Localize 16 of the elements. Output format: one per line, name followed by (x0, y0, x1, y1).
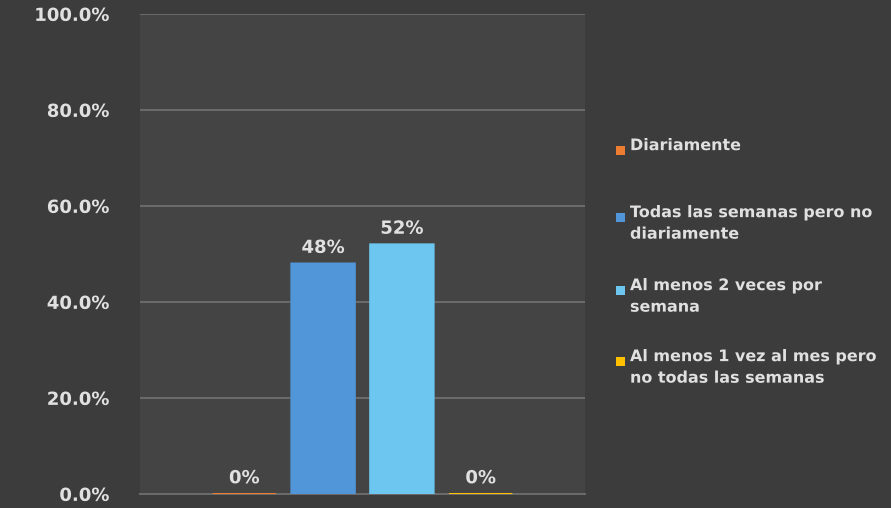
data-label: 48% (302, 240, 344, 254)
data-label: 0% (230, 470, 260, 484)
y-tick-label: 80.0% (48, 103, 109, 118)
data-label: 52% (382, 220, 423, 234)
y-tick-label: 20.0% (48, 391, 109, 406)
bar (290, 262, 356, 494)
data-label: 0% (466, 470, 496, 484)
y-tick-label: 40.0% (48, 295, 109, 310)
y-tick-label: 0.0% (60, 487, 109, 502)
legend-label: Diariamente (631, 138, 740, 150)
legend-label: Todas las semanas pero no diariamente (630, 205, 872, 239)
y-tick-label: 60.0% (48, 199, 109, 214)
legend-label: Al menos 1 vez al mes pero no todas las semanas (630, 349, 876, 383)
bar (369, 243, 435, 494)
legend-label: Al menos 2 veces por semana (630, 278, 822, 312)
y-tick-label: 100.0% (36, 7, 109, 22)
